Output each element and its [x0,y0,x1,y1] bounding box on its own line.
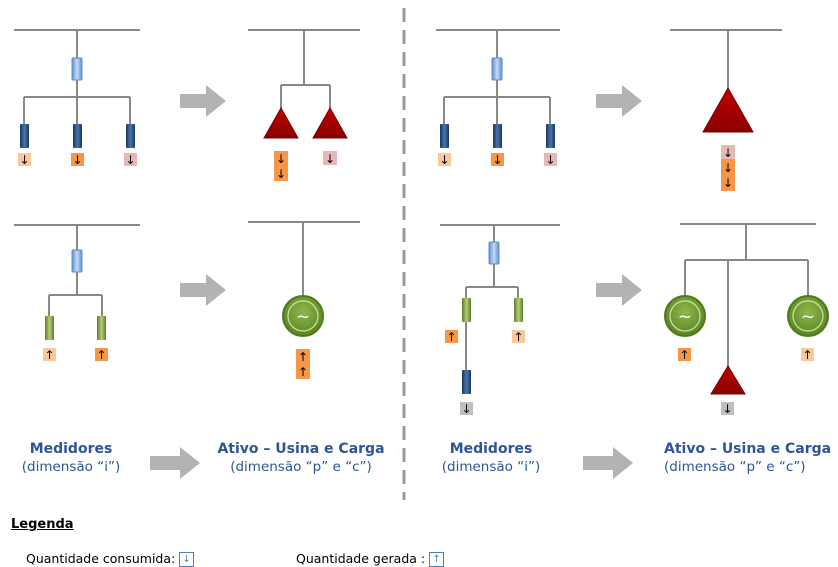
arrow-down-icon: ↓ [72,153,82,167]
process-arrows [150,85,642,479]
arrow-down-icon: ↓ [723,176,733,190]
consumed-tag [124,153,137,166]
arrow-down-icon: ↓ [276,167,286,181]
process-arrow-2 [180,274,226,306]
asset-label-left: Ativo – Usina e Carga (dimensão “p” e “c… [206,441,396,475]
generator-symbol [664,295,706,337]
arrow-down-icon: ↓ [723,146,733,160]
asset-group-top-right [670,29,782,92]
consumed-tag [71,153,84,166]
consumed-tag [438,153,451,166]
meter-consumer [20,124,29,148]
generated-tag [95,348,108,361]
asset-group-bottom-right [680,223,816,370]
generated-tag [801,348,814,361]
meter-generator [462,298,471,322]
arrow-down-icon: ↓ [439,153,449,167]
generator-glyph: ~ [801,307,815,327]
generated-tag [678,348,691,361]
consumed-tag [18,153,31,166]
asset-group-bottom-left [248,221,360,298]
consumed-tag [274,151,288,181]
load-triangle [312,106,348,139]
generator-glyph: ~ [678,307,692,327]
arrow-down-icon: ↓ [325,152,335,166]
arrow-up-icon: ↑ [429,552,445,567]
arrow-down-icon: ↓ [722,402,732,416]
arrow-up-icon: ↑ [513,330,523,344]
arrow-up-icon: ↑ [96,348,106,362]
meters-subtitle: (dimensão “i”) [21,459,121,475]
meter-fuse [71,57,83,81]
meter-fuse [71,249,83,273]
asset-title: Ativo – Usina e Carga [664,441,832,457]
asset-subtitle: (dimensão “p” e “c”) [664,459,806,475]
meter-consumer [493,124,502,148]
process-arrow-5 [596,274,642,306]
meter-consumer [546,124,555,148]
arrow-up-icon: ↑ [298,365,308,379]
process-arrow-1 [180,85,226,117]
process-arrow-6 [583,447,633,479]
meters-label-left: Medidores (dimensão “i”) [8,441,134,475]
process-arrow-4 [596,85,642,117]
asset-label-right: Ativo – Usina e Carga (dimensão “p” e “c… [664,441,838,475]
arrow-up-icon: ↑ [44,348,54,362]
generator-symbol [787,295,829,337]
arrow-down-icon: ↓ [545,153,555,167]
process-arrow-3 [150,447,200,479]
consumed-tag [544,153,557,166]
asset-title: Ativo – Usina e Carga [217,441,385,457]
arrow-down-icon: ↓ [19,153,29,167]
legend-consumed-label: Quantidade consumida: [26,551,176,566]
asset-group-top-left [248,29,360,112]
asset-subtitle: (dimensão “p” e “c”) [230,459,372,475]
load-triangle [702,86,754,133]
meter-consumer [73,124,82,148]
meter-generator [514,298,523,322]
meters-label-right: Medidores (dimensão “i”) [428,441,554,475]
meter-consumer [462,370,471,394]
consumed-tag [721,402,734,415]
load-triangle [263,106,299,139]
generated-tag [296,349,310,379]
arrow-up-icon: ↑ [446,330,456,344]
arrow-up-icon: ↑ [298,350,308,364]
meter-fuse [488,241,500,265]
meter-consumer [126,124,135,148]
arrow-down-icon: ↓ [723,161,733,175]
arrow-up-icon: ↑ [802,348,812,362]
generator-glyph: ~ [296,307,310,327]
meters-title: Medidores [449,441,533,457]
arrow-down-icon: ↓ [276,152,286,166]
meters-group-top-left [14,29,140,124]
legend-title: Legenda [11,517,74,532]
meter-generator [45,316,54,340]
meter-consumer [440,124,449,148]
generator-symbol [282,295,324,337]
arrow-down-icon: ↓ [461,402,471,416]
generated-tag [43,348,56,361]
legend-consumed: Quantidade consumida: ↓ [26,551,195,567]
arrow-down-icon: ↓ [179,552,195,567]
meter-fuse [491,57,503,81]
generated-tag [512,330,525,343]
arrow-up-icon: ↑ [679,348,689,362]
consumed-tag [491,153,504,166]
arrow-down-icon: ↓ [125,153,135,167]
legend-generated-label: Quantidade gerada : [296,551,426,566]
generated-tag [445,330,458,343]
meters-subtitle: (dimensão “i”) [441,459,541,475]
consumed-tag [323,151,337,165]
arrow-down-icon: ↓ [492,153,502,167]
load-triangle [710,365,746,395]
legend-generated: Quantidade gerada : ↑ [296,551,445,567]
meters-group-bottom-left [14,224,140,316]
meters-group-top-right [436,29,560,124]
meters-title: Medidores [29,441,113,457]
meters-group-bottom-right [440,224,560,370]
consumed-tag [460,402,473,415]
meter-generator [97,316,106,340]
